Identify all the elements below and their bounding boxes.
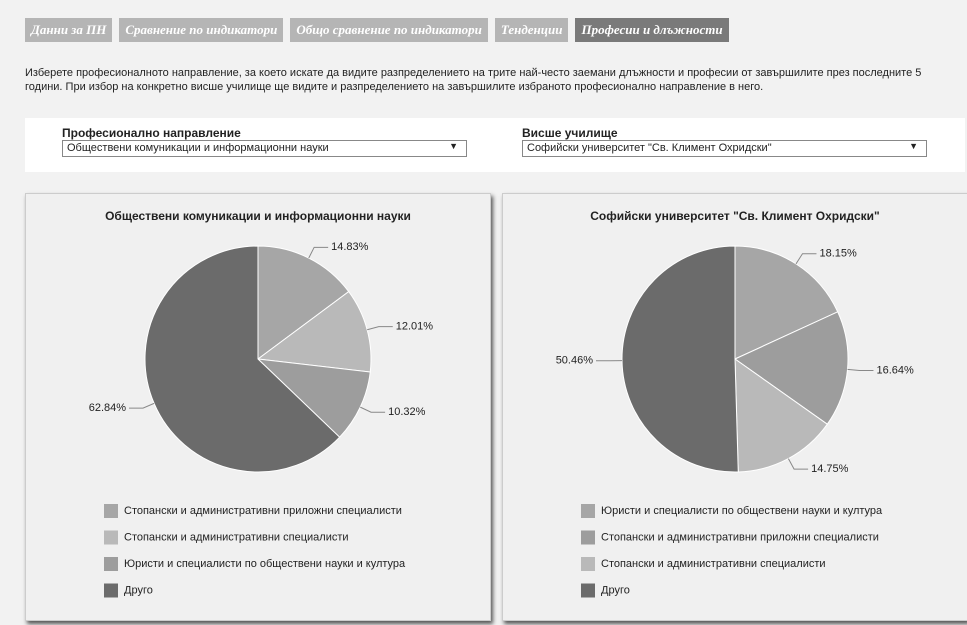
pie-slice	[621, 245, 739, 473]
legend-swatch	[104, 557, 118, 571]
leader-line	[129, 402, 155, 409]
data-label: 10.32%	[388, 406, 426, 418]
legend-label: Стопански и административни приложни спе…	[601, 531, 879, 543]
legend-label: Стопански и административни специалисти	[601, 558, 826, 570]
dropdown[interactable]: Софийски университет "Св. Климент Охридс…	[522, 140, 927, 157]
data-label: 62.84%	[89, 402, 127, 414]
legend-label: Стопански и административни специалисти	[124, 531, 349, 543]
tab-bar: Данни за ПН Сравнение по индикатори Общо с…	[25, 18, 729, 42]
chart-title: Обществени комуникации и информационни н…	[105, 209, 411, 223]
pie-slice	[734, 245, 839, 360]
chart-panel: Обществени комуникации и информационни н…	[25, 193, 491, 621]
leader-line	[367, 326, 393, 331]
filter-panel: Професионално направление Обществени ком…	[25, 118, 965, 172]
leader-line	[360, 406, 386, 413]
pie-slice	[257, 245, 350, 360]
legend-swatch	[104, 504, 118, 518]
legend-label: Юристи и специалисти по обществени науки…	[601, 505, 883, 517]
legend-label: Друго	[124, 584, 153, 596]
tab[interactable]: Общо сравнение по индикатори	[290, 18, 488, 42]
legend-swatch	[581, 557, 595, 571]
chart-panel: Софийски университет "Св. Климент Охридс…	[502, 193, 967, 621]
leader-line	[787, 458, 809, 470]
leader-line	[847, 368, 874, 372]
filter: Висше училище Софийски университет "Св. …	[522, 126, 927, 157]
legend-swatch	[104, 530, 118, 545]
legend-label: Стопански и административни приложни спе…	[124, 505, 402, 517]
legend-swatch	[581, 504, 595, 518]
pie-slice	[734, 311, 849, 425]
legend-swatch	[104, 583, 118, 598]
legend-swatch	[581, 530, 595, 545]
data-label: 14.75%	[811, 463, 849, 475]
leader-line	[308, 246, 329, 259]
tab[interactable]: Данни за ПН	[25, 18, 113, 42]
leader-line	[795, 253, 817, 265]
data-label: 12.01%	[396, 321, 434, 333]
legend-swatch	[581, 583, 595, 598]
pie-slice	[256, 358, 371, 438]
tab[interactable]: Сравнение по индикатори	[119, 18, 284, 42]
legend-label: Друго	[601, 584, 630, 596]
dropdown-value: Софийски университет "Св. Климент Охридс…	[527, 142, 772, 154]
dropdown-value: Обществени комуникации и информационни н…	[67, 142, 329, 154]
chart: Софийски университет "Св. Климент Охридс…	[556, 209, 914, 598]
tab[interactable]: Професии и длъжности	[575, 18, 729, 42]
dropdown-arrow: ▼	[909, 141, 918, 151]
data-label: 14.83%	[331, 241, 369, 253]
legend-label: Юристи и специалисти по обществени науки…	[124, 558, 406, 570]
data-label: 18.15%	[819, 248, 857, 260]
data-label: 16.64%	[876, 364, 914, 376]
filter: Професионално направление Обществени ком…	[62, 126, 467, 157]
description: Изберете професионалното направление, за…	[25, 67, 922, 93]
chart: Обществени комуникации и информационни н…	[89, 209, 434, 598]
dropdown[interactable]: Обществени комуникации и информационни н…	[62, 140, 467, 157]
tab[interactable]: Тенденции	[494, 18, 569, 42]
dropdown-arrow: ▼	[449, 141, 458, 151]
chart-title: Софийски университет "Св. Климент Охридс…	[590, 209, 879, 223]
filter-label: Професионално направление	[62, 126, 241, 140]
pie-slice	[144, 245, 341, 473]
data-label: 50.46%	[556, 355, 594, 367]
filter-label: Висше училище	[522, 126, 618, 140]
